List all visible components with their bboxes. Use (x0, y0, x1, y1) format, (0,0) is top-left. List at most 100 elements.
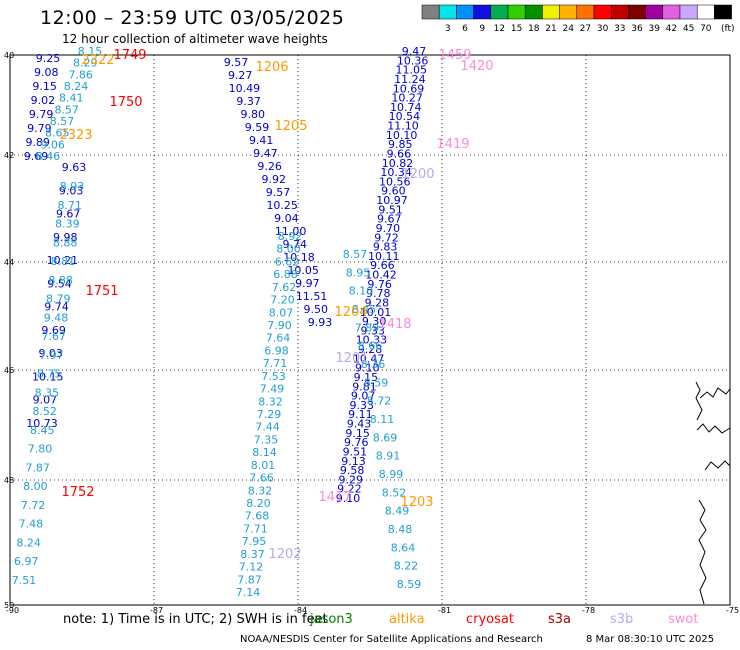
swh-value: 8.41 (59, 92, 84, 105)
swh-value: 6.98 (264, 344, 289, 357)
swh-value: 9.26 (257, 160, 282, 173)
map-title: 12:00 – 23:59 UTC 03/05/2025 (40, 7, 345, 29)
lat-tick-label: 50 (4, 601, 14, 610)
swh-value: 7.67 (41, 330, 66, 343)
pass-number: 1204 (334, 305, 367, 320)
swh-value: 7.87 (237, 573, 262, 586)
swh-value: 10.15 (32, 371, 64, 384)
swh-value: 8.24 (16, 537, 41, 550)
satellite-s3b: s3b (610, 612, 634, 627)
legend-tick: 30 (597, 24, 609, 34)
pass-number: 1206 (255, 60, 288, 75)
swh-value: 8.72 (367, 395, 392, 408)
swh-value: 7.72 (21, 499, 46, 512)
lat-tick-label: 44 (4, 258, 14, 267)
swh-value: 7.44 (255, 421, 280, 434)
legend-tick: 42 (666, 24, 677, 34)
swh-value: 11.10 (387, 120, 419, 133)
swh-value: 9.97 (295, 277, 320, 290)
legend-swatch (421, 4, 440, 20)
swh-value: 9.59 (245, 121, 270, 134)
legend-swatch (628, 4, 646, 20)
legend-tick: 33 (614, 24, 625, 34)
swh-value: 8.66 (358, 340, 383, 353)
lat-tick-label: 40 (4, 51, 14, 60)
swh-value: 8.00 (23, 480, 48, 493)
pass-number: 1750 (109, 95, 142, 110)
footnote: note: 1) Time is in UTC; 2) SWH is in fe… (63, 612, 328, 627)
swh-value: 9.47 (253, 147, 278, 160)
swh-value: 8.11 (370, 413, 395, 426)
swh-value: 10.49 (229, 82, 261, 95)
swh-value: 8.57 (54, 103, 79, 116)
swh-value: 8.14 (252, 446, 277, 459)
swh-value: 9.58 (340, 464, 365, 477)
swh-value: 9.66 (370, 259, 395, 272)
lon-tick-label: -87 (150, 606, 163, 615)
swh-value: 9.28 (358, 343, 383, 356)
swh-value: 9.22 (337, 483, 362, 496)
swh-value: 9.51 (378, 203, 403, 216)
swh-value: 9.33 (350, 399, 375, 412)
swh-value: 8.32 (258, 395, 283, 408)
swh-value: 9.83 (373, 241, 398, 254)
swh-value: 9.13 (341, 455, 366, 468)
swh-value: 8.52 (32, 405, 57, 418)
pass-number: 1205 (274, 119, 307, 134)
swh-value: 9.72 (374, 231, 399, 244)
swh-value: 8.35 (35, 386, 60, 399)
swh-value: 9.11 (348, 408, 373, 421)
swh-value: 7.49 (260, 383, 285, 396)
satellite-cryosat: cryosat (466, 612, 514, 627)
pass-number: 1752 (61, 485, 94, 500)
coastline (695, 381, 731, 605)
swh-value: 9.54 (47, 277, 72, 290)
legend-swatch (593, 4, 612, 20)
swh-value: 8.52 (382, 486, 407, 499)
legend-swatch (473, 4, 492, 20)
swh-value: 9.15 (354, 371, 379, 384)
credit-line: NOAA/NESDIS Center for Satellite Applica… (240, 634, 543, 645)
swh-value: 9.92 (262, 173, 287, 186)
swh-value: 7.71 (263, 357, 288, 370)
axis-labels: 40 42 44 46 48 50-90 -87 -84 -81 -78 -75 (4, 51, 739, 615)
swh-value: 6.62 (275, 255, 300, 268)
swh-value: 8.24 (64, 80, 89, 93)
swh-value: 8.45 (352, 303, 377, 316)
legend-swatch (438, 4, 457, 20)
swh-value: 11.24 (394, 73, 426, 86)
swh-value: 8.57 (50, 115, 75, 128)
pass-number: 1751 (85, 284, 118, 299)
swh-value: 9.29 (339, 473, 364, 486)
swh-value: 10.11 (368, 250, 400, 263)
swh-value: 9.70 (376, 222, 401, 235)
swh-value: 8.48 (388, 523, 413, 536)
swh-value: 8.45 (30, 424, 55, 437)
swh-value: 7.14 (236, 586, 261, 599)
swh-value: 11.00 (275, 225, 307, 238)
swh-value: 9.69 (41, 324, 66, 337)
swh-value: 10.18 (283, 251, 315, 264)
swh-value: 8.36 (361, 358, 386, 371)
satellite-altika: altika (389, 612, 425, 627)
swh-value: 10.54 (389, 110, 421, 123)
swh-value: 9.07 (351, 390, 376, 403)
legend-swatch (576, 4, 595, 20)
legend-swatch (456, 4, 474, 20)
swh-value: 8.75 (37, 368, 62, 381)
swh-value: 8.00 (276, 243, 301, 256)
pass-number: 1203 (400, 495, 433, 510)
lat-lon-grid (10, 55, 730, 605)
swh-value: 10.47 (353, 352, 385, 365)
swh-value: 8.37 (240, 548, 265, 561)
swh-value: 9.10 (336, 492, 361, 505)
swh-value: 9.69 (24, 150, 49, 163)
swh-value: 9.67 (377, 213, 402, 226)
legend-tick: 15 (511, 24, 522, 34)
legend-tick: 27 (580, 24, 591, 34)
swh-value: 8.59 (364, 376, 389, 389)
swh-value: 9.66 (387, 147, 412, 160)
swh-value: 9.67 (56, 208, 81, 221)
swh-value: 9.50 (304, 303, 329, 316)
